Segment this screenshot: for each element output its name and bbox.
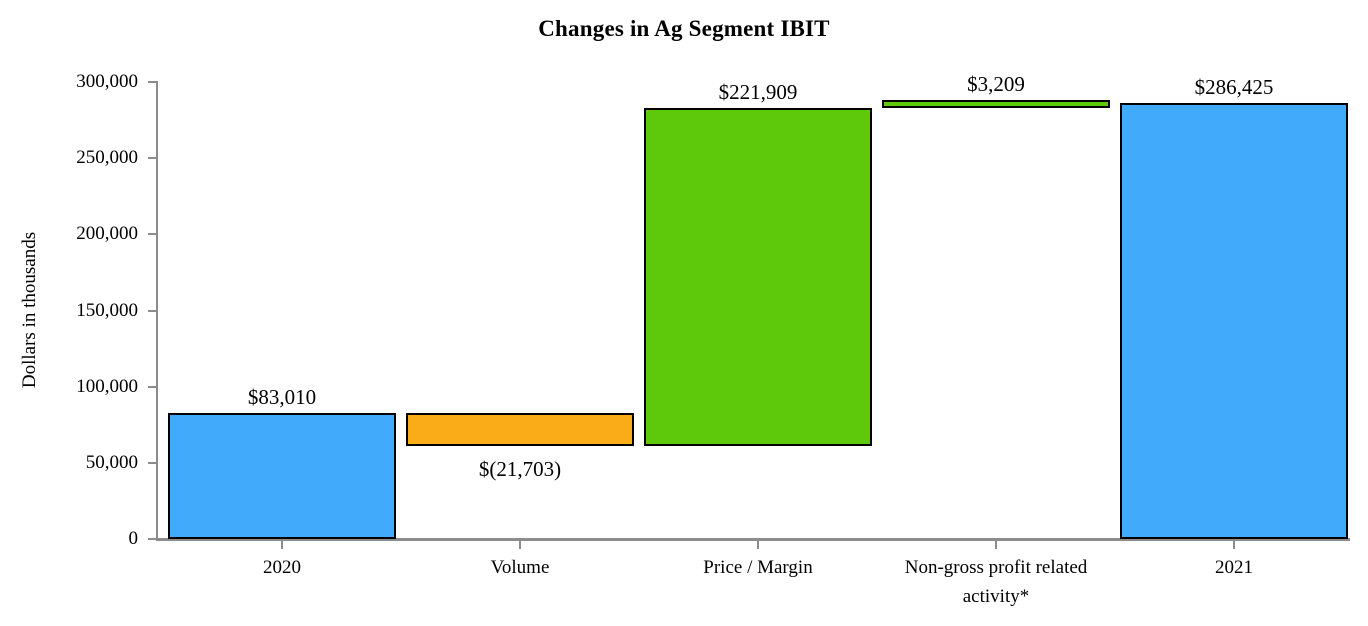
x-axis-tick [757,541,759,549]
bar-2021 [1120,102,1348,539]
x-axis-category-label: Price / Margin [703,557,813,578]
bar-non-gross-profit-related-activity [882,100,1110,108]
y-axis-tick-label: 100,000 [76,375,138,397]
y-axis-line [156,81,158,541]
y-axis-tick-label: 200,000 [76,223,138,245]
bar-2020 [168,412,396,539]
x-axis-category-label: 2020 [263,557,301,578]
y-axis-tick [148,461,157,464]
bar-value-label: $221,909 [718,79,798,104]
bar-price-margin [644,107,872,446]
x-axis-category-label: Volume [490,557,550,578]
bar-volume [406,412,634,446]
x-axis-tick [519,541,521,549]
y-axis-tick [148,385,157,388]
y-axis-tick [148,233,157,236]
x-axis-line [156,538,1350,541]
x-axis-tick [281,541,283,549]
bar-value-label: $83,010 [247,384,317,409]
y-axis-tick-label: 0 [128,528,139,549]
bar-value-label: $3,209 [967,72,1025,97]
x-axis-category-label: 2021 [1215,557,1253,578]
bar-value-label: $(21,703) [478,456,562,481]
y-axis-tick-label: 250,000 [76,147,138,169]
x-axis-tick [1233,541,1235,549]
y-axis-tick-label: 150,000 [76,299,138,321]
x-axis-tick [995,541,997,549]
y-axis-tick [148,309,157,312]
y-axis-tick [148,81,157,83]
y-axis-tick-label: 50,000 [85,451,138,473]
chart-title: Changes in Ag Segment IBIT [538,16,830,41]
bar-value-label: $286,425 [1194,74,1274,99]
y-axis-tick [148,538,157,540]
x-axis-category-label: Non-gross profit related activity* [904,557,1088,607]
y-axis-tick-label: 300,000 [76,71,138,92]
y-axis-tick [148,157,157,160]
